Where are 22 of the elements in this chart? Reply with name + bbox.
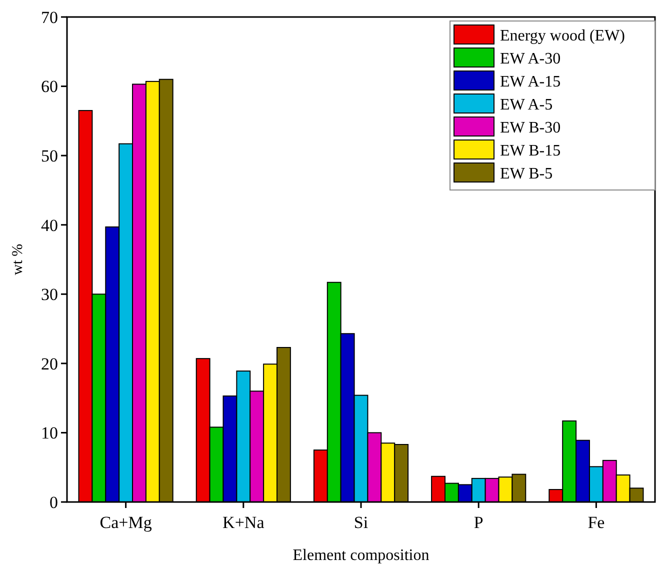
x-tick-label: P [474,513,484,532]
x-tick-label: Ca+Mg [100,513,152,532]
y-tick-label: 50 [41,146,58,166]
legend-label: EW A-15 [500,74,561,91]
x-tick-label: Si [354,513,368,532]
legend-label: EW B-5 [500,166,553,183]
y-axis-title: wt % [10,244,26,276]
y-tick-label: 30 [41,285,58,304]
y-tick-label: 40 [41,216,58,235]
legend-label: EW B-15 [500,142,561,160]
x-tick-label: K+Na [222,513,265,532]
y-tick-label: 0 [50,492,58,512]
y-tick-label: 70 [41,8,58,27]
y-tick-label: 20 [41,354,58,374]
y-tick-label: 60 [41,77,58,96]
x-tick-label: Fe [588,513,605,532]
legend-label: Energy wood (EW) [500,28,625,45]
legend-label: EW B-30 [500,120,561,137]
x-axis-title: Element composition [292,547,430,564]
legend-label: EW A-5 [500,96,553,114]
y-tick-label: 10 [41,424,58,443]
legend-label: EW A-30 [500,50,561,68]
